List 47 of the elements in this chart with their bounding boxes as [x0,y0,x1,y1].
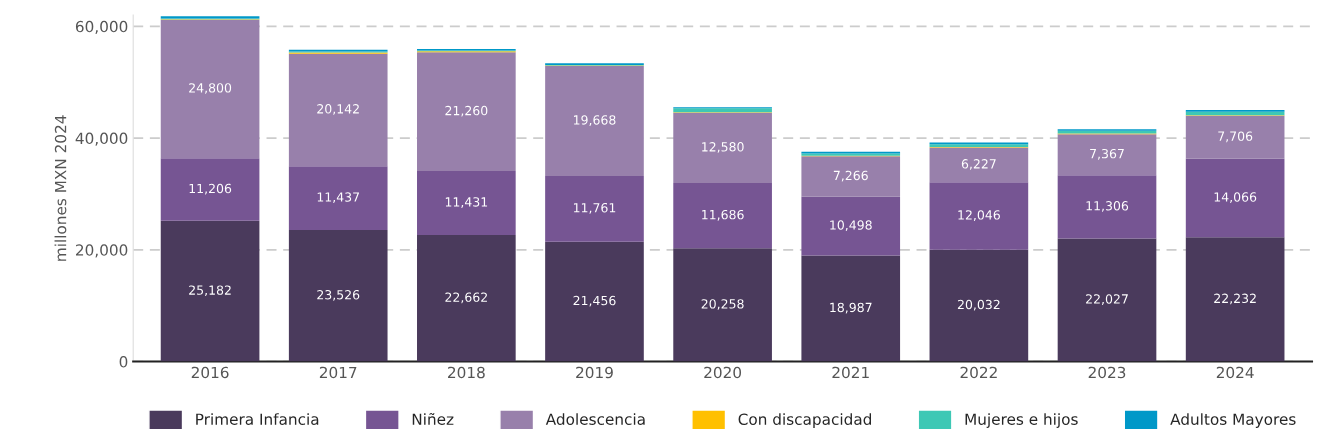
data-label: 22,232 [1214,293,1256,305]
x-tick-label: 2024 [1216,366,1254,379]
data-label: 7,367 [1090,148,1124,160]
y-tick-label: 40,000 [75,132,128,146]
data-label: 14,066 [1214,192,1257,203]
legend-label: Adultos Mayores [1170,413,1296,428]
data-label: 7,706 [1218,131,1253,143]
data-label: 11,437 [317,192,360,204]
x-tick-label: 2021 [832,366,869,379]
legend-label: Mujeres e hijos [965,413,1078,428]
data-label: 18,987 [830,302,872,314]
data-label: 11,306 [1086,201,1129,212]
data-label: 12,580 [702,142,744,153]
data-label: 11,431 [445,197,488,208]
y-tick-label: 0 [119,356,128,368]
data-label: 24,800 [189,83,232,94]
x-tick-label: 2017 [319,366,357,379]
data-label: 7,266 [833,170,868,182]
y-axis-title: millones MXN 2024 [54,115,67,261]
data-label: 12,046 [958,210,1000,221]
x-tick-label: 2018 [448,366,485,379]
data-label: 23,526 [317,290,360,301]
x-tick-label: 2023 [1088,366,1126,379]
x-tick-label: 2020 [704,366,742,379]
data-label: 20,032 [957,299,1000,311]
legend-label: Primera Infancia [196,413,319,425]
x-tick-label: 2019 [576,366,613,379]
legend-label: Adolescencia [545,413,645,425]
data-label: 22,027 [1086,294,1128,305]
data-label: 20,258 [701,299,744,310]
data-label: 19,668 [573,115,616,126]
data-label: 21,260 [445,105,488,117]
data-label: 6,227 [961,159,996,170]
x-tick-label: 2016 [191,366,229,379]
legend-label: Niñez [412,412,454,425]
data-label: 11,206 [189,183,232,195]
data-label: 21,456 [573,295,616,307]
y-tick-label: 20,000 [76,244,128,258]
data-label: 25,182 [189,285,231,297]
data-label: 20,142 [317,104,359,115]
data-label: 11,761 [573,203,616,214]
x-tick-label: 2022 [960,366,997,379]
legend-label: Con discapacidad [738,413,871,428]
data-label: 10,498 [830,220,872,232]
data-label: 11,686 [702,209,744,221]
data-label: 22,662 [445,292,487,304]
y-tick-label: 60,000 [75,20,128,34]
